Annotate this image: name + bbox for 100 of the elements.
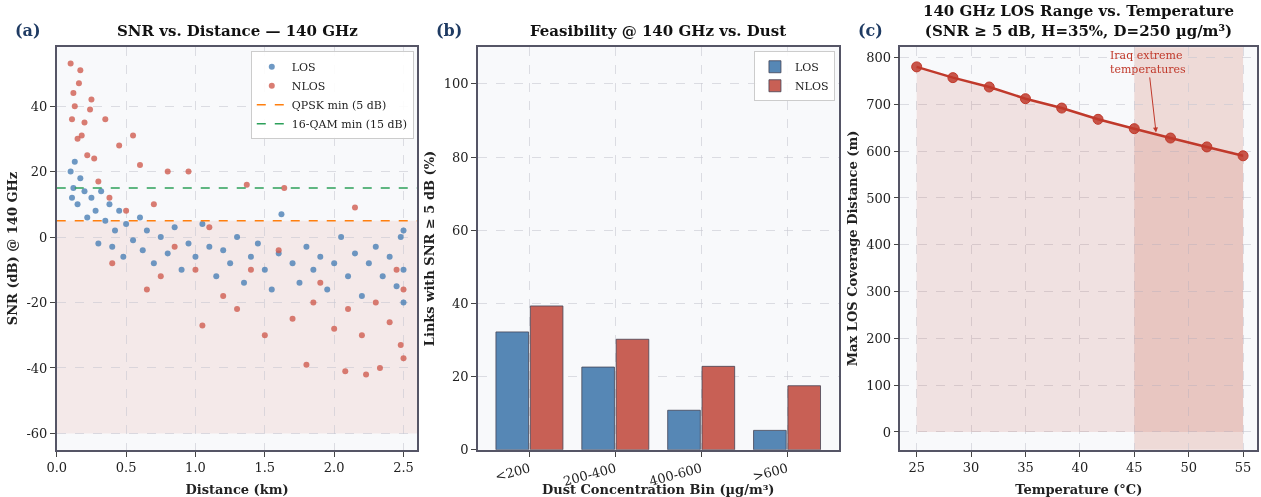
- y-tick-label: 40: [30, 98, 48, 114]
- point: [281, 184, 288, 191]
- point: [116, 142, 123, 149]
- point: [1092, 113, 1104, 125]
- x-tick-label: 1.0: [185, 460, 206, 476]
- point: [74, 135, 81, 142]
- point: [171, 243, 178, 250]
- point: [199, 322, 206, 329]
- x-axis-title: Distance (km): [185, 482, 289, 497]
- point: [243, 181, 250, 188]
- y-tick-label: 20: [452, 369, 469, 385]
- point: [342, 368, 349, 375]
- y-tick-label: 80: [452, 149, 469, 165]
- point: [331, 325, 338, 332]
- chart-title: 140 GHz LOS Range vs. Temperature (SNR ≥ 5 dB, H=35%, D=250 µg/m³): [923, 2, 1235, 40]
- point: [75, 80, 82, 87]
- point: [87, 106, 94, 113]
- legend-label: LOS: [291, 61, 316, 75]
- point: [234, 306, 241, 313]
- y-tick-label: 800: [866, 50, 891, 66]
- point: [71, 103, 78, 110]
- y-tick-label: 300: [866, 284, 891, 300]
- point: [77, 67, 84, 74]
- point: [1056, 102, 1068, 114]
- y-tick-label: 600: [866, 143, 891, 159]
- point: [345, 306, 352, 313]
- x-tick-label: 45: [1126, 460, 1143, 476]
- y-tick-label: -40: [26, 360, 48, 376]
- point: [143, 286, 150, 293]
- point: [1165, 132, 1176, 144]
- x-tick-label: 0.5: [115, 460, 137, 476]
- point: [220, 292, 227, 299]
- point: [400, 355, 407, 362]
- x-tick-label: 35: [1017, 460, 1034, 476]
- point: [372, 299, 379, 306]
- point: [1019, 93, 1031, 105]
- legend-label: 16-QAM min (15 dB): [291, 118, 407, 132]
- chart-title: Feasibility @ 140 GHz vs. Dust: [530, 22, 787, 40]
- legend-label: NLOS: [794, 80, 829, 94]
- point: [363, 371, 370, 378]
- point: [376, 364, 383, 371]
- point: [400, 286, 407, 293]
- annotation: Iraq extreme temperatures: [1110, 49, 1186, 77]
- point: [78, 132, 85, 139]
- legend-label: NLOS: [291, 80, 326, 94]
- chart-title: SNR vs. Distance — 140 GHz: [117, 22, 359, 40]
- point: [67, 60, 74, 67]
- point: [358, 332, 365, 339]
- point: [1201, 141, 1213, 153]
- y-tick-label: 400: [866, 237, 891, 253]
- y-tick-label: 100: [866, 377, 891, 393]
- point: [192, 266, 199, 273]
- x-tick-label: <200: [493, 460, 532, 485]
- point: [157, 273, 164, 280]
- legend-label: QPSK min (5 dB): [291, 99, 387, 113]
- point: [106, 194, 113, 201]
- y-axis-title: SNR (dB) @ 140 GHz: [4, 171, 20, 326]
- point: [81, 119, 88, 126]
- y-tick-label: 700: [866, 96, 891, 112]
- point: [130, 132, 137, 139]
- y-tick-label: 0: [882, 424, 891, 440]
- point: [261, 332, 268, 339]
- x-tick-label: >600: [751, 460, 790, 485]
- point: [123, 207, 130, 214]
- point: [88, 96, 95, 103]
- point: [386, 319, 393, 326]
- y-tick-label: 40: [452, 295, 469, 311]
- y-tick-label: 100: [443, 76, 469, 92]
- x-tick-label: 30: [962, 460, 980, 476]
- point: [351, 204, 358, 211]
- point: [185, 168, 192, 175]
- legend-label: LOS: [794, 61, 819, 75]
- point: [1128, 123, 1140, 135]
- x-axis-title: Temperature (°C): [1015, 482, 1143, 497]
- point: [109, 260, 116, 267]
- y-axis-title: Links with SNR ≥ 5 dB (%): [422, 150, 438, 347]
- point: [397, 342, 404, 349]
- x-tick-label: 50: [1180, 460, 1197, 476]
- point: [393, 266, 400, 273]
- x-tick-label: 1.5: [254, 460, 276, 476]
- x-tick-label: 25: [908, 460, 925, 476]
- y-axis-title: Max LOS Coverage Distance (m): [844, 130, 860, 367]
- text: (b): [436, 21, 463, 40]
- x-tick-label: 2.5: [393, 460, 414, 476]
- x-tick-label: 55: [1234, 460, 1252, 476]
- point: [150, 201, 157, 208]
- point: [95, 178, 102, 185]
- y-tick-label: 0: [460, 442, 469, 458]
- x-tick-label: 0.0: [46, 460, 68, 476]
- y-tick-label: 20: [30, 164, 48, 180]
- point: [289, 315, 296, 322]
- point: [317, 279, 324, 286]
- point: [206, 224, 213, 231]
- point: [983, 81, 995, 93]
- point: [91, 155, 98, 162]
- y-tick-label: 500: [866, 190, 891, 206]
- x-tick-label: 2.0: [323, 460, 345, 476]
- point: [303, 361, 310, 368]
- point: [247, 266, 254, 273]
- point: [911, 61, 923, 73]
